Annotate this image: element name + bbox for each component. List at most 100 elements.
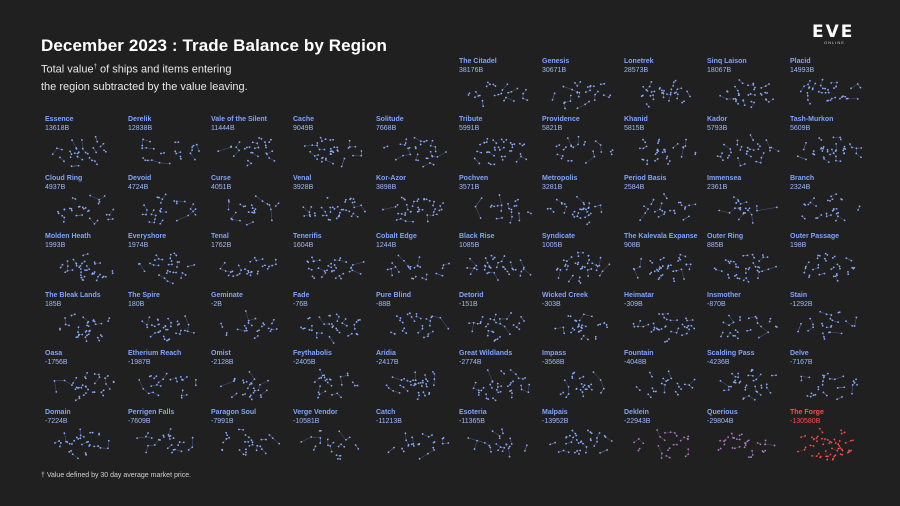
map-node xyxy=(750,370,753,373)
map-node xyxy=(70,449,72,452)
map-node xyxy=(683,436,686,439)
map-node xyxy=(466,267,469,269)
map-node xyxy=(737,372,740,375)
map-node xyxy=(745,201,748,204)
map-node xyxy=(839,97,841,100)
map-node xyxy=(163,338,166,341)
map-node xyxy=(725,98,728,100)
map-node xyxy=(242,379,244,382)
map-node xyxy=(606,449,608,451)
map-node xyxy=(493,94,496,97)
map-link xyxy=(715,269,722,272)
region-name: Solitude xyxy=(376,116,404,123)
map-link xyxy=(419,453,429,460)
map-link xyxy=(681,269,685,280)
map-link xyxy=(94,377,100,384)
map-node xyxy=(751,222,754,224)
map-node xyxy=(238,149,240,152)
map-link xyxy=(310,151,315,157)
map-node xyxy=(569,100,572,103)
map-node xyxy=(573,451,576,454)
map-node xyxy=(724,259,727,261)
map-node xyxy=(752,82,755,85)
map-node xyxy=(508,455,511,458)
map-node xyxy=(855,316,858,319)
map-node xyxy=(177,141,180,144)
map-node xyxy=(410,443,413,446)
map-node xyxy=(653,90,656,93)
region-map xyxy=(801,193,861,222)
region-panel: Kor-Azor 3898B xyxy=(376,175,454,229)
map-node xyxy=(832,207,835,210)
map-node xyxy=(249,394,252,397)
map-node xyxy=(586,86,589,88)
map-node xyxy=(660,274,662,277)
map-link xyxy=(187,264,195,267)
map-node xyxy=(81,206,84,209)
map-link xyxy=(418,328,423,333)
map-node xyxy=(800,322,802,325)
map-link xyxy=(325,159,334,164)
map-node xyxy=(338,331,341,334)
map-node xyxy=(738,207,740,210)
map-node xyxy=(70,165,73,168)
map-node xyxy=(138,378,141,381)
map-node xyxy=(253,147,256,150)
map-node xyxy=(107,439,110,442)
map-node xyxy=(417,382,420,385)
map-node xyxy=(727,385,730,388)
map-node xyxy=(663,193,665,195)
region-value: 908B xyxy=(624,242,641,249)
map-node xyxy=(747,317,750,320)
map-node xyxy=(653,326,656,329)
map-node xyxy=(738,438,741,441)
map-node xyxy=(812,150,815,152)
map-node xyxy=(468,92,471,95)
map-link xyxy=(236,141,240,148)
map-node xyxy=(417,198,420,200)
map-link xyxy=(524,445,528,451)
map-node xyxy=(323,376,326,379)
map-node xyxy=(250,151,253,154)
map-link xyxy=(820,79,823,86)
map-node xyxy=(734,97,737,100)
map-node xyxy=(797,450,799,453)
map-node xyxy=(184,329,186,332)
map-node xyxy=(815,437,818,439)
map-node xyxy=(753,398,756,401)
map-link xyxy=(76,214,83,216)
map-node xyxy=(229,271,232,273)
region-map xyxy=(313,368,359,399)
map-node xyxy=(64,317,66,319)
map-node xyxy=(181,389,184,392)
map-node xyxy=(737,94,740,97)
map-node xyxy=(590,268,593,270)
region-panel: Molden Heath 1993B xyxy=(45,233,123,287)
map-node xyxy=(79,434,82,437)
map-node xyxy=(412,442,415,445)
map-node xyxy=(308,316,311,319)
map-node xyxy=(769,391,772,394)
map-node xyxy=(835,155,837,158)
map-node xyxy=(553,92,556,95)
map-node xyxy=(359,318,361,321)
map-node xyxy=(679,253,682,256)
map-node xyxy=(768,146,771,149)
map-link xyxy=(568,275,574,282)
map-node xyxy=(530,212,532,215)
map-node xyxy=(247,436,250,439)
map-node xyxy=(86,253,89,255)
map-node xyxy=(572,372,574,375)
map-node xyxy=(268,141,271,144)
map-node xyxy=(599,379,602,381)
region-name: Insmother xyxy=(707,292,741,299)
map-link xyxy=(59,157,65,162)
map-link xyxy=(475,206,481,219)
map-node xyxy=(581,265,584,268)
map-node xyxy=(169,253,172,256)
map-node xyxy=(54,442,56,444)
map-node xyxy=(393,446,395,449)
map-node xyxy=(143,204,145,207)
region-panel: Vale of the Silent 11444B xyxy=(211,116,289,170)
map-node xyxy=(516,87,519,90)
